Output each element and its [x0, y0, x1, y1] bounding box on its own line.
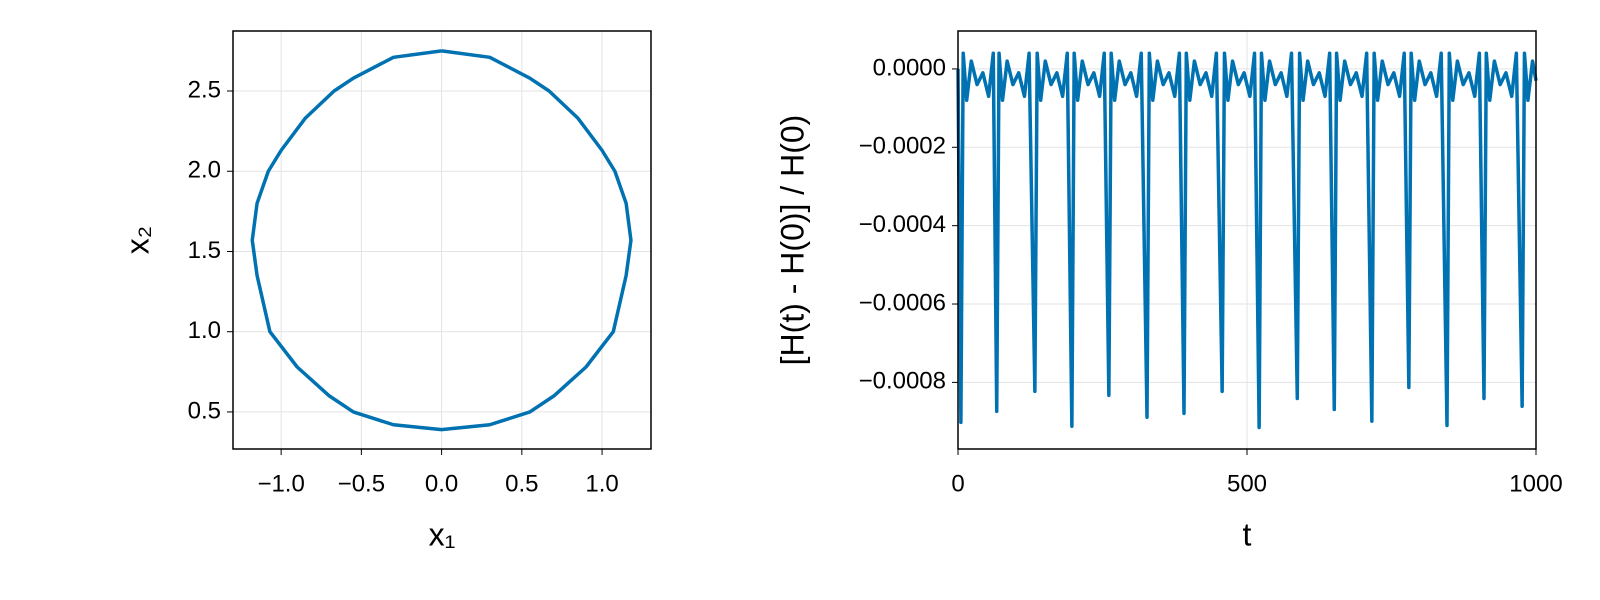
y-tick-label: 1.5 [188, 237, 221, 264]
x-axis-label: x₁ [429, 516, 456, 552]
x-tick-label: 1.0 [585, 470, 618, 497]
y-tick-label: 2.0 [188, 157, 221, 184]
data-line [956, 51, 1538, 430]
y-tick-label: −0.0006 [859, 289, 946, 316]
plot-frame [232, 30, 652, 450]
y-tick-label: −0.0008 [859, 368, 946, 395]
x-tick-label: 0 [951, 470, 964, 497]
x-tick-label: 500 [1227, 470, 1267, 497]
y-tick-label: −0.0004 [859, 211, 946, 238]
y-tick-label: 1.0 [188, 317, 221, 344]
x-axis-label: t [1243, 516, 1252, 552]
y-tick-label: −0.0002 [859, 133, 946, 160]
x-tick-label: 0.0 [425, 470, 458, 497]
y-tick-label: 0.0000 [873, 54, 946, 81]
y-axis-label: [H(t) - H(0)] / H(0) [774, 115, 810, 366]
y-axis-label: x₂ [119, 226, 155, 254]
x-tick-label: −0.5 [338, 470, 385, 497]
plot-frame [957, 30, 1537, 450]
y-tick-label: 0.5 [188, 397, 221, 424]
y-tick-label: 2.5 [188, 76, 221, 103]
data-line [250, 49, 633, 432]
x-tick-label: 0.5 [505, 470, 538, 497]
x-tick-label: −1.0 [257, 470, 304, 497]
x-tick-label: 1000 [1509, 470, 1562, 497]
